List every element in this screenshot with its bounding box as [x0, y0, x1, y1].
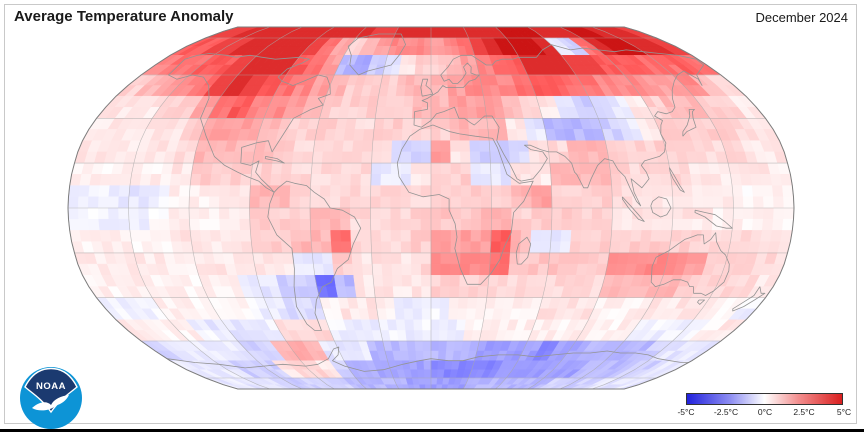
map-panel [4, 4, 857, 424]
noaa-logo-text: NOAA [36, 381, 66, 392]
legend-tick-label: 0°C [757, 407, 773, 417]
legend-tick-label: 5°C [836, 407, 852, 417]
noaa-logo: NOAA [20, 367, 82, 429]
legend-gradient-bar [686, 393, 843, 405]
legend-tick-label: -5°C [677, 407, 695, 417]
bottom-divider [0, 429, 864, 432]
map-title: Average Temperature Anomaly [14, 8, 234, 25]
legend-tick-label: -2.5°C [713, 407, 739, 417]
legend: -5°C -2.5°C 0°C 2.5°C 5°C [666, 392, 856, 422]
legend-tick-label: 2.5°C [793, 407, 815, 417]
report-date: December 2024 [755, 10, 849, 25]
